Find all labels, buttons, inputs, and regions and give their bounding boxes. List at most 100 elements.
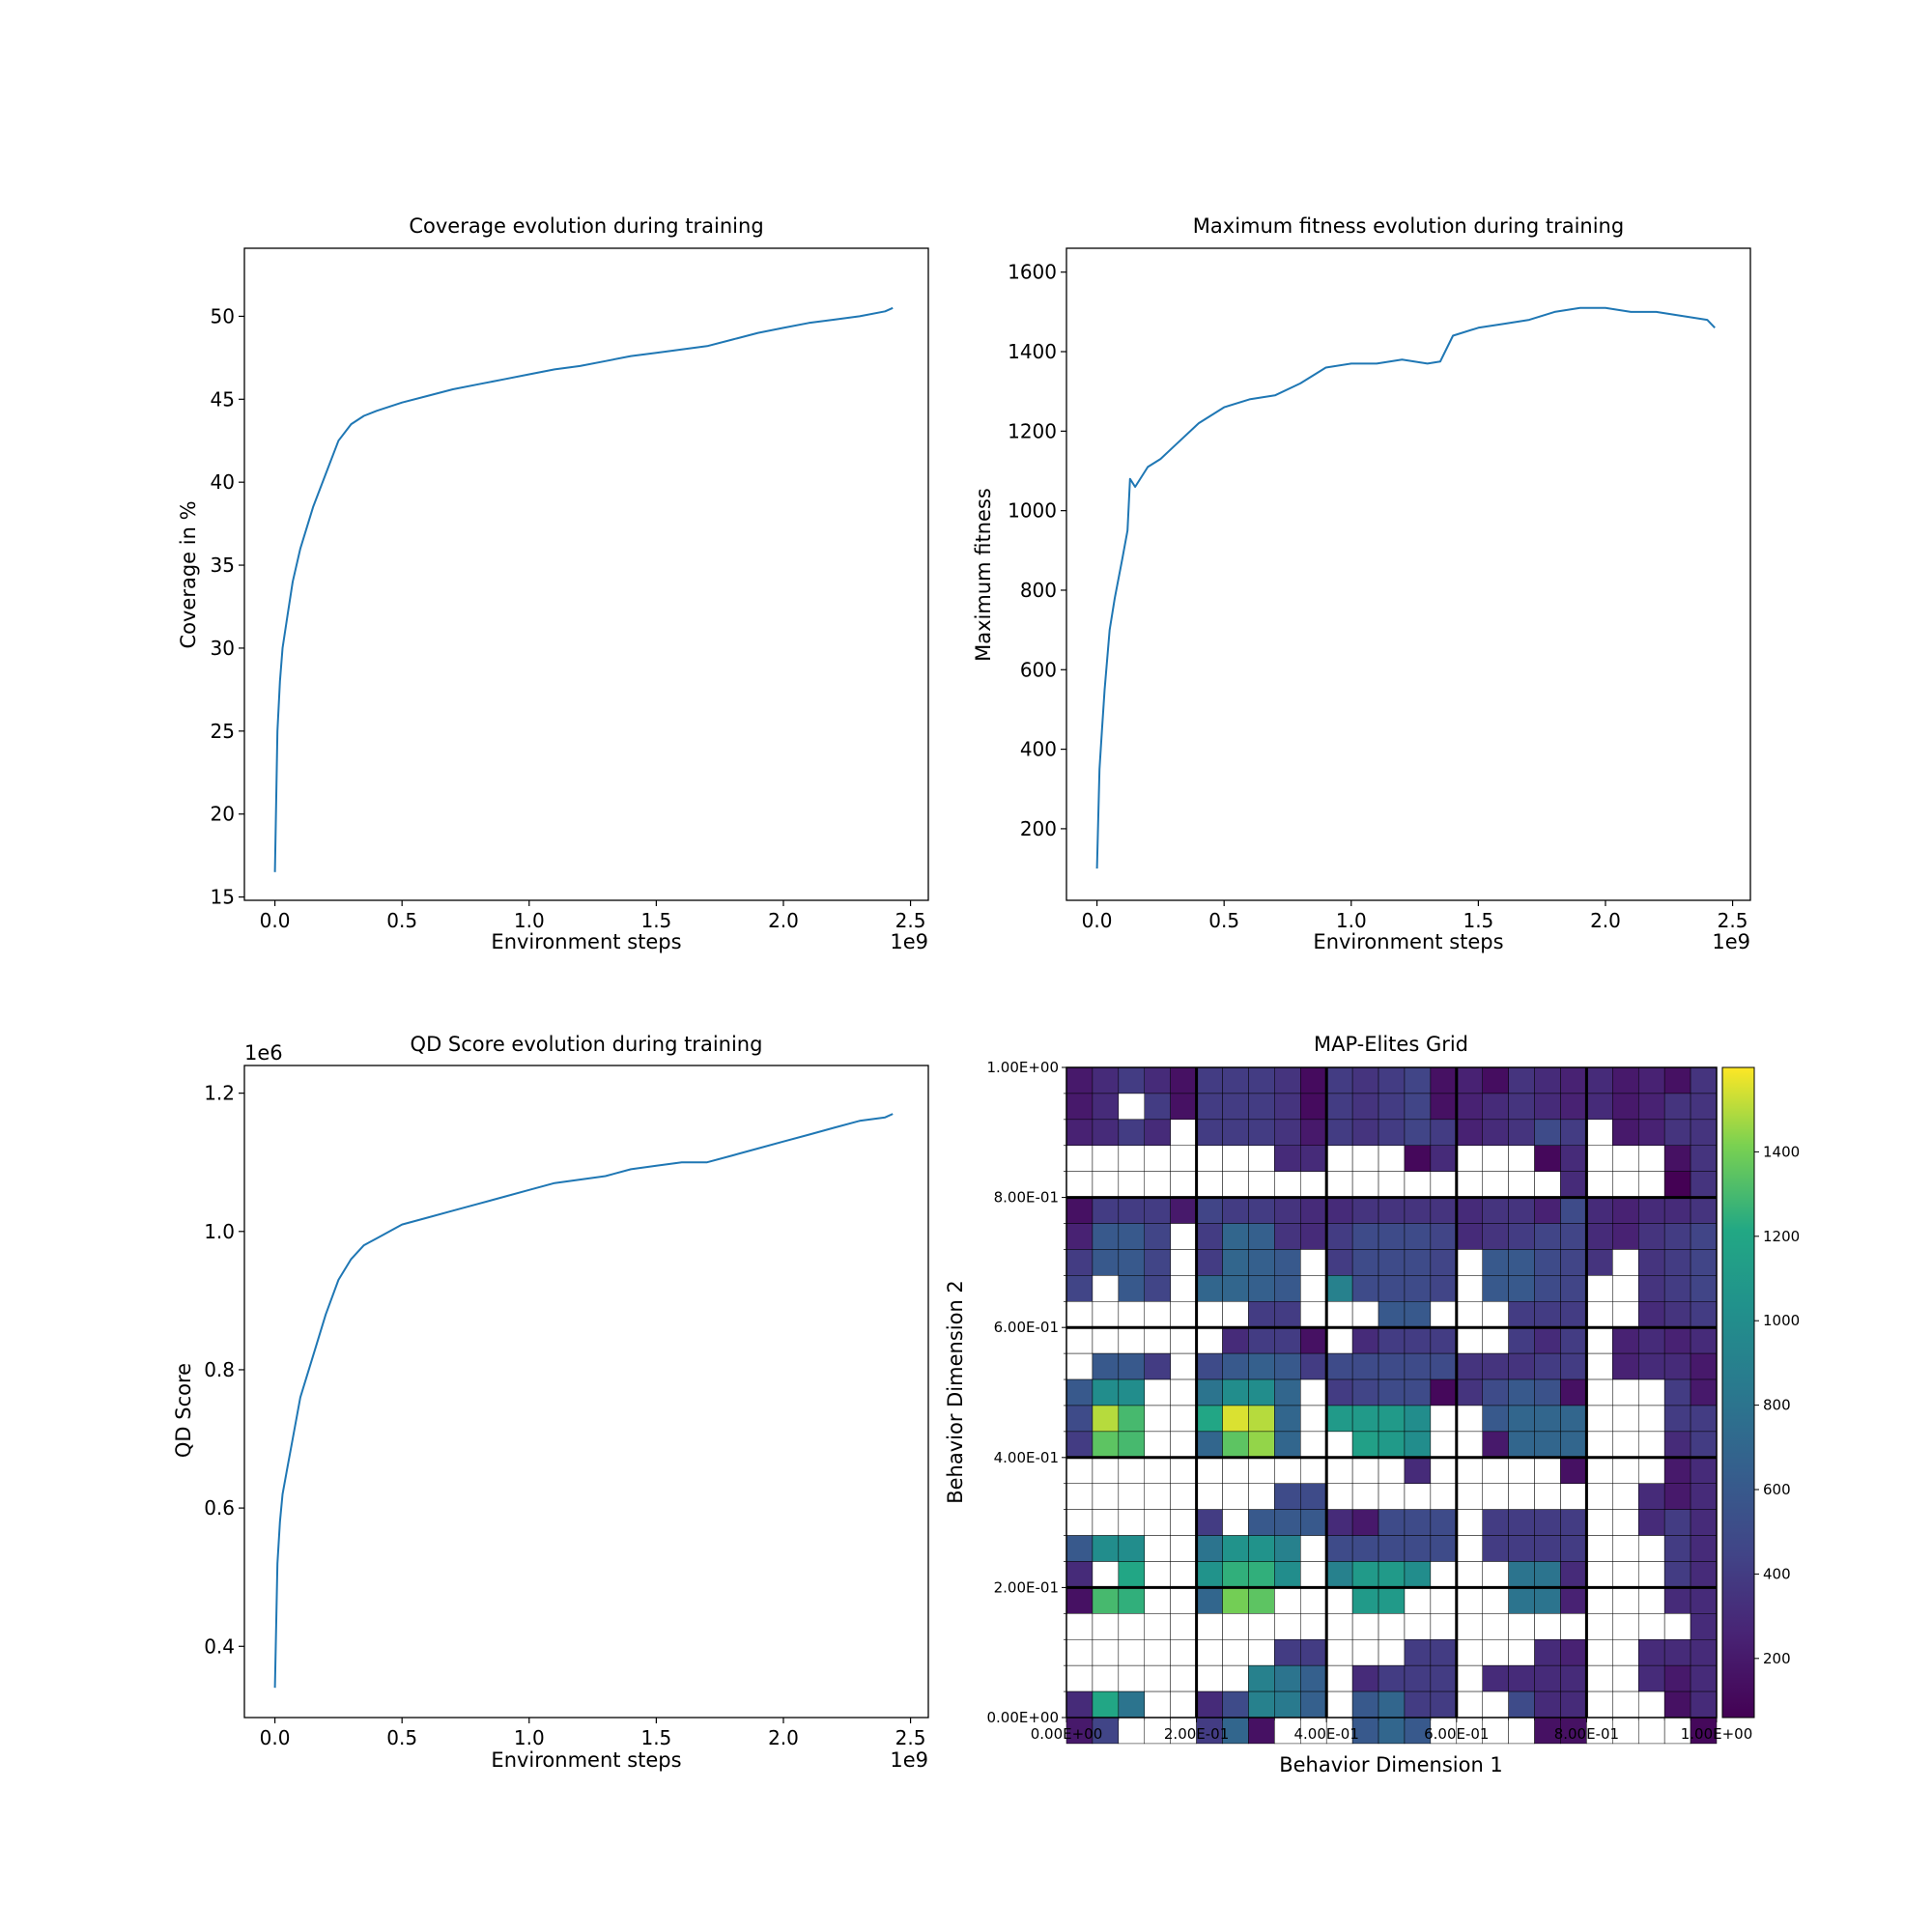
map-elites-cell <box>1351 1378 1379 1406</box>
map-elites-cell <box>1534 1301 1561 1328</box>
map-elites-cell <box>1612 1717 1639 1745</box>
map-elites-cell <box>1663 1535 1691 1562</box>
map-elites-cell <box>1637 1119 1665 1147</box>
map-elites-cell <box>1663 1352 1691 1380</box>
map-elites-cell <box>1534 1066 1561 1094</box>
map-elites-cell <box>1300 1093 1327 1121</box>
map-elites-cell <box>1508 1093 1535 1121</box>
map-elites-cell <box>1612 1145 1639 1172</box>
map-elites-cell <box>1404 1093 1432 1121</box>
colorbar-tick-label: 1400 <box>1763 1143 1800 1160</box>
colorbar-tick-label: 800 <box>1763 1397 1791 1414</box>
map-elites-cell <box>1456 1587 1483 1614</box>
map-elites-cell <box>1325 1223 1353 1250</box>
map-elites-cell <box>1637 1352 1665 1380</box>
map-elites-cell <box>1534 1275 1561 1302</box>
map-elites-cell <box>1170 1223 1197 1250</box>
qd-score-y-offset: 1e6 <box>244 1041 283 1065</box>
map-elites-cell <box>1430 1093 1458 1121</box>
map-elites-cell <box>1508 1119 1535 1147</box>
qd-score-ytick-label: 1.2 <box>204 1082 235 1105</box>
map-elites-cell <box>1560 1197 1587 1224</box>
map-elites-cell <box>1248 1326 1275 1354</box>
map-elites-cell <box>1351 1145 1379 1172</box>
map-elites-cell <box>1170 1535 1197 1562</box>
map-elites-cell <box>1378 1457 1406 1484</box>
colorbar-tick-label: 400 <box>1763 1565 1791 1582</box>
map-elites-cell <box>1690 1093 1718 1121</box>
map-elites-cell <box>1586 1405 1613 1433</box>
map-elites-cell <box>1560 1483 1587 1510</box>
map-elites-cell <box>1300 1509 1327 1536</box>
map-elites-cell <box>1586 1613 1613 1640</box>
map-elites-cell <box>1612 1483 1639 1510</box>
map-elites-cell <box>1508 1249 1535 1276</box>
map-elites-cell <box>1378 1378 1406 1406</box>
map-elites-cell <box>1534 1431 1561 1459</box>
map-elites-cell <box>1404 1613 1432 1640</box>
map-elites-cell <box>1248 1119 1275 1147</box>
map-elites-cell <box>1508 1717 1535 1745</box>
map-elites-cell <box>1222 1535 1249 1562</box>
map-elites-cell <box>1065 1378 1094 1406</box>
map-elites-cell <box>1351 1405 1379 1433</box>
map-elites-xtick-label: 6.00E-01 <box>1424 1725 1489 1743</box>
map-elites-cell <box>1612 1431 1639 1459</box>
map-elites-cell <box>1456 1431 1483 1459</box>
map-elites-cell <box>1430 1509 1458 1536</box>
map-elites-cell <box>1663 1223 1691 1250</box>
map-elites-cell <box>1170 1301 1197 1328</box>
map-elites-cell <box>1065 1535 1094 1562</box>
map-elites-cell <box>1404 1587 1432 1614</box>
map-elites-cell <box>1248 1249 1275 1276</box>
map-elites-cell <box>1430 1275 1458 1302</box>
map-elites-cell <box>1586 1223 1613 1250</box>
map-elites-cell <box>1456 1275 1483 1302</box>
max-fitness-ytick-label: 1000 <box>1008 499 1057 523</box>
map-elites-cell <box>1092 1535 1120 1562</box>
coverage-xtick-label: 0.5 <box>386 909 417 932</box>
map-elites-cell <box>1274 1326 1301 1354</box>
map-elites-cell <box>1170 1405 1197 1433</box>
map-elites-cell <box>1196 1535 1223 1562</box>
map-elites-cell <box>1248 1483 1275 1510</box>
map-elites-cell <box>1196 1275 1223 1302</box>
map-elites-cell <box>1118 1483 1146 1510</box>
map-elites-cell <box>1300 1326 1327 1354</box>
map-elites-cell <box>1482 1326 1509 1354</box>
map-elites-cell <box>1560 1301 1587 1328</box>
map-elites-xtick-label: 4.00E-01 <box>1294 1725 1359 1743</box>
map-elites-cell <box>1065 1352 1094 1380</box>
map-elites-cell <box>1663 1119 1691 1147</box>
map-elites-cell <box>1378 1197 1406 1224</box>
map-elites-ytick-label: 8.00E-01 <box>994 1189 1059 1207</box>
map-elites-cell <box>1482 1405 1509 1433</box>
map-elites-cell <box>1508 1561 1535 1588</box>
map-elites-cell <box>1482 1119 1509 1147</box>
map-elites-cell <box>1378 1587 1406 1614</box>
map-elites-cell <box>1351 1664 1379 1692</box>
map-elites-cell <box>1690 1690 1718 1719</box>
map-elites-cell <box>1248 1352 1275 1380</box>
map-elites-cell <box>1092 1352 1120 1380</box>
map-elites-cell <box>1637 1093 1665 1121</box>
map-elites-cell <box>1196 1145 1223 1172</box>
map-elites-cell <box>1586 1535 1613 1562</box>
map-elites-cell <box>1144 1431 1171 1459</box>
map-elites-cell <box>1170 1378 1197 1406</box>
map-elites-cell <box>1092 1171 1120 1198</box>
map-elites-cell <box>1118 1352 1146 1380</box>
map-elites-cell <box>1092 1664 1120 1692</box>
map-elites-cell <box>1170 1171 1197 1198</box>
map-elites-cell <box>1196 1066 1223 1094</box>
map-elites-cell <box>1274 1587 1301 1614</box>
map-elites-cell <box>1196 1119 1223 1147</box>
map-elites-cell <box>1274 1275 1301 1302</box>
map-elites-cell <box>1274 1145 1301 1172</box>
map-elites-cell <box>1170 1717 1197 1745</box>
map-elites-cell <box>1378 1431 1406 1459</box>
map-elites-cell <box>1248 1223 1275 1250</box>
map-elites-cell <box>1118 1535 1146 1562</box>
map-elites-ytick-label: 0.00E+00 <box>986 1709 1059 1726</box>
